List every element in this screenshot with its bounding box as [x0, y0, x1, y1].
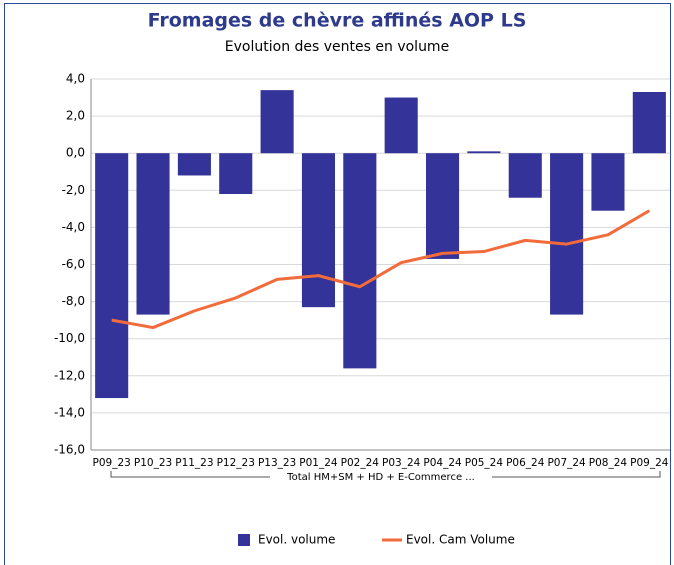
x-tick-label: P07_24 — [547, 457, 586, 469]
y-tick-label: 0,0 — [66, 146, 85, 160]
legend-swatch — [238, 534, 250, 546]
x-tick-label: P09_23 — [93, 457, 131, 469]
bar — [632, 91, 666, 154]
group-label-bg — [270, 470, 492, 484]
bar — [384, 97, 418, 154]
bar — [467, 151, 501, 154]
bar — [425, 153, 460, 259]
y-tick-label: -12,0 — [54, 368, 85, 382]
legend-label: Evol. volume — [258, 533, 335, 547]
bar — [177, 153, 211, 176]
line — [111, 209, 651, 330]
y-tick-label: -8,0 — [62, 294, 85, 308]
y-tick-label: -4,0 — [62, 220, 85, 234]
x-tick-label: P12_23 — [217, 457, 255, 469]
y-tick-label: -16,0 — [54, 443, 85, 457]
y-tick-label: -10,0 — [54, 331, 85, 345]
x-tick-label: P04_24 — [423, 457, 462, 469]
x-tick-label: P09_24 — [630, 457, 669, 469]
legend-label: Evol. Cam Volume — [406, 533, 515, 547]
chart-subtitle: Evolution des ventes en volume — [225, 39, 449, 55]
x-tick-label: P03_24 — [382, 457, 421, 469]
bar — [508, 153, 542, 198]
x-tick-label: P08_24 — [589, 457, 628, 469]
bar — [301, 153, 336, 308]
bar — [95, 153, 129, 399]
y-tick-label: -2,0 — [62, 183, 85, 197]
x-tick-label: P02_24 — [341, 457, 380, 469]
x-tick-label: P10_23 — [134, 457, 172, 469]
bar — [550, 153, 584, 315]
y-tick-label: -6,0 — [62, 257, 85, 271]
x-tick-label: P13_23 — [258, 457, 296, 469]
x-tick-label: P11_23 — [175, 457, 213, 469]
y-tick-label: 2,0 — [66, 109, 85, 123]
x-tick-label: P05_24 — [465, 457, 504, 469]
bar — [260, 90, 294, 154]
bar — [591, 153, 625, 211]
y-tick-label: 4,0 — [66, 72, 85, 86]
bar — [219, 153, 253, 195]
y-tick-label: -14,0 — [54, 405, 85, 419]
chart-title: Fromages de chèvre affinés AOP LS — [148, 10, 527, 32]
x-tick-label: P01_24 — [299, 457, 338, 469]
bar — [343, 153, 377, 369]
group-label: Total HM+SM + HD + E-Commerce ... — [286, 472, 475, 483]
x-tick-label: P06_24 — [506, 457, 545, 469]
frame — [4, 3, 671, 565]
bar — [136, 153, 170, 315]
